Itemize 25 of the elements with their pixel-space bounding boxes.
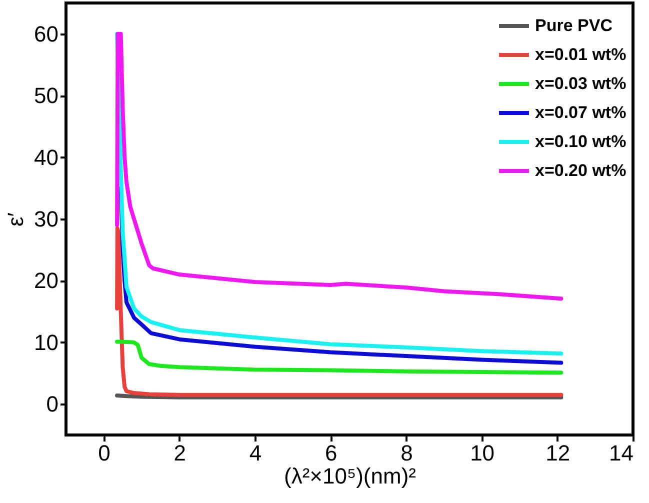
y-tick-label: 20 — [34, 268, 58, 294]
y-tick-label: 60 — [34, 21, 58, 46]
legend-label: x=0.03 wt% — [535, 74, 626, 93]
x-tick-label: 14 — [609, 440, 634, 466]
legend-label: x=0.10 wt% — [535, 132, 626, 151]
y-tick-label: 30 — [34, 206, 58, 232]
legend-label: x=0.07 wt% — [535, 103, 626, 122]
x-tick-label: 12 — [546, 440, 570, 466]
legend-label: x=0.01 wt% — [535, 45, 626, 64]
x-tick-label: 8 — [400, 440, 413, 466]
y-tick-label: 10 — [34, 330, 58, 355]
x-tick-label: 6 — [324, 440, 338, 466]
y-tick-label: 0 — [46, 392, 58, 417]
legend-label: Pure PVC — [535, 16, 612, 35]
x-tick-label: 4 — [249, 440, 262, 466]
line-series — [115, 226, 564, 397]
line-series — [115, 340, 564, 375]
x-axis-title: (λ²×10⁵)(nm)² — [284, 464, 416, 488]
x-tick-label: 0 — [98, 440, 110, 466]
y-axis-title: ε′ — [3, 212, 28, 226]
x-tick-label: 10 — [470, 440, 495, 466]
legend-label: x=0.20 wt% — [535, 161, 626, 180]
x-tick-label: 2 — [174, 440, 186, 466]
y-tick-label: 40 — [34, 144, 58, 170]
y-tick-label: 50 — [34, 83, 58, 108]
